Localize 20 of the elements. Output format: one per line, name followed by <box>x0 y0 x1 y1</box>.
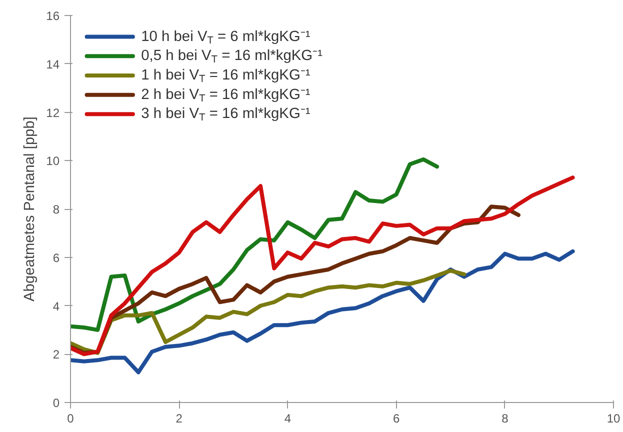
line-series <box>70 176 575 356</box>
x-tick-label: 6 <box>392 412 400 426</box>
y-tick-label: 14 <box>46 57 60 72</box>
y-tick-label: 4 <box>52 299 60 314</box>
y-tick-label: 8 <box>52 202 60 216</box>
line-series <box>70 157 440 332</box>
y-tick-label: 10 <box>46 154 60 168</box>
line-series <box>70 249 575 374</box>
y-tick-label: 12 <box>46 106 60 120</box>
y-tick-label: 0 <box>52 396 60 410</box>
x-tick-label: 10 <box>606 412 620 426</box>
y-tick-label: 2 <box>52 348 60 362</box>
x-tick-label: 0 <box>67 412 74 426</box>
x-tick-label: 4 <box>284 412 292 426</box>
x-tick-label: 2 <box>176 412 183 426</box>
y-axis-title: Abgeatmetes Pentanal [ppb] <box>22 116 38 302</box>
y-tick-label: 6 <box>52 250 60 265</box>
y-tick-label: 16 <box>46 9 60 23</box>
x-tick-label: 8 <box>502 412 509 426</box>
line-series <box>70 268 466 355</box>
